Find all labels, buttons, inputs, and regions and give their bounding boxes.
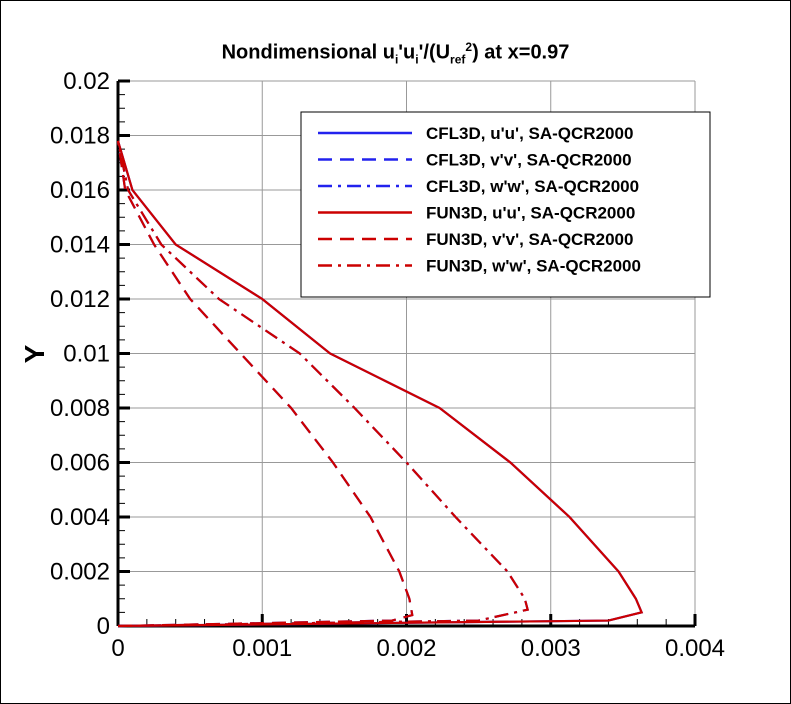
legend: CFL3D, u'u', SA-QCR2000 CFL3D, v'v', SA-Q… xyxy=(300,111,711,298)
title-sub: i xyxy=(415,52,419,67)
y-tick-label: 0.014 xyxy=(50,232,110,259)
title-sub: ref xyxy=(450,52,466,67)
title-text: Nondimensional u xyxy=(221,41,395,64)
legend-label: FUN3D, u'u', SA-QCR2000 xyxy=(426,204,635,223)
y-tick-label: 0.01 xyxy=(63,341,110,368)
y-axis-label: Y xyxy=(19,344,50,363)
legend-label: CFL3D, w'w', SA-QCR2000 xyxy=(426,177,639,196)
legend-label: FUN3D, w'w', SA-QCR2000 xyxy=(426,257,641,276)
x-tick-label: 0.001 xyxy=(232,635,292,662)
y-tick-label: 0.012 xyxy=(50,286,110,313)
y-tick-label: 0.002 xyxy=(50,559,110,586)
legend-label: FUN3D, v'v', SA-QCR2000 xyxy=(426,230,633,249)
y-tick-label: 0.018 xyxy=(50,123,110,150)
series-line xyxy=(116,140,644,628)
legend-label: CFL3D, v'v', SA-QCR2000 xyxy=(426,151,632,170)
x-tick-label: 0.002 xyxy=(376,635,436,662)
chart-title: Nondimensional ui'ui'/(Uref2) at x=0.97 xyxy=(0,40,791,67)
y-tick-label: 0.004 xyxy=(50,504,110,531)
y-tick-label: 0.016 xyxy=(50,177,110,204)
y-tick-label: 0.006 xyxy=(50,450,110,477)
title-text: 'u xyxy=(398,41,416,64)
legend-label: CFL3D, u'u', SA-QCR2000 xyxy=(426,124,633,143)
title-sub: i xyxy=(394,52,399,67)
y-tick-label: 0 xyxy=(97,613,110,640)
title-text: ) at x=0.97 xyxy=(472,41,570,64)
x-tick-label: 0.004 xyxy=(665,635,725,662)
title-text: '/(U xyxy=(418,41,451,64)
series-line xyxy=(116,140,414,628)
title-sup: 2 xyxy=(465,40,473,54)
y-tick-label: 0.008 xyxy=(50,395,110,422)
x-tick-label: 0.003 xyxy=(521,635,581,662)
y-tick-label: 0.02 xyxy=(63,68,110,95)
x-tick-label: 0 xyxy=(111,635,124,662)
series-line xyxy=(116,140,530,628)
